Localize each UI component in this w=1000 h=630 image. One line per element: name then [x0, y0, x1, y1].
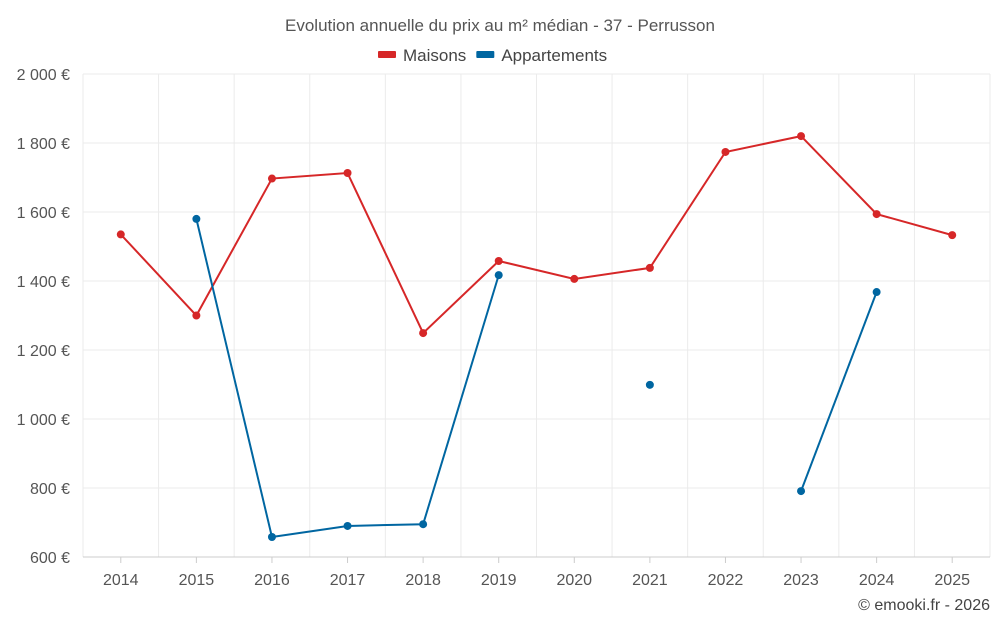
- series-line: [800, 291, 878, 492]
- legend-swatch: [476, 51, 495, 58]
- legend-swatch: [378, 51, 396, 58]
- y-tick-label: 600 €: [30, 550, 70, 567]
- y-tick-label: 1 800 €: [17, 136, 70, 153]
- x-tick-label: 2022: [708, 572, 744, 589]
- series-line: [195, 218, 500, 539]
- data-point: [872, 210, 881, 219]
- x-tick-label: 2021: [632, 572, 668, 589]
- series-appartements: [192, 214, 881, 541]
- data-point: [645, 263, 654, 272]
- legend: Maisons Appartements: [378, 46, 607, 65]
- data-point: [419, 329, 428, 338]
- x-tick-label: 2025: [934, 572, 970, 589]
- x-tick-label: 2020: [556, 572, 592, 589]
- data-point: [797, 132, 806, 141]
- data-point: [948, 231, 957, 240]
- data-point: [192, 311, 201, 320]
- data-point: [494, 271, 503, 280]
- data-point: [343, 521, 352, 530]
- x-tick-label: 2017: [330, 572, 366, 589]
- data-point: [645, 380, 654, 389]
- data-point: [494, 256, 503, 265]
- data-point: [192, 214, 201, 223]
- axes: 600 € 800 € 1 000 € 1 200 € 1 400 € 1 600 € 1 …: [17, 67, 990, 589]
- x-tick-label: 2015: [179, 572, 215, 589]
- data-point: [721, 147, 730, 156]
- data-point: [116, 230, 125, 239]
- x-tick-label: 2018: [405, 572, 441, 589]
- data-point: [570, 274, 579, 283]
- y-tick-label: 800 €: [30, 481, 70, 498]
- x-tick-label: 2019: [481, 572, 517, 589]
- y-tick-label: 1 200 €: [17, 343, 70, 360]
- series-line: [120, 135, 953, 335]
- x-tick-label: 2023: [783, 572, 819, 589]
- data-point: [797, 487, 806, 496]
- x-tick-label: 2014: [103, 572, 139, 589]
- data-point: [267, 174, 276, 183]
- x-tick-label: 2016: [254, 572, 290, 589]
- chart-title: Evolution annuelle du prix au m² médian …: [285, 16, 715, 35]
- y-tick-label: 1 400 €: [17, 274, 70, 291]
- legend-label: Appartements: [501, 46, 607, 65]
- y-tick-label: 1 600 €: [17, 205, 70, 222]
- data-point: [267, 532, 276, 541]
- series-group: [116, 132, 957, 541]
- grid: [82, 73, 991, 558]
- y-tick-label: 2 000 €: [17, 67, 70, 84]
- series-maisons: [116, 132, 957, 338]
- y-tick-label: 1 000 €: [17, 412, 70, 429]
- x-tick-label: 2024: [859, 572, 895, 589]
- legend-label: Maisons: [403, 46, 466, 65]
- data-point: [343, 169, 352, 178]
- credit-text: © emooki.fr - 2026: [858, 597, 990, 614]
- data-point: [419, 520, 428, 529]
- data-point: [872, 288, 881, 297]
